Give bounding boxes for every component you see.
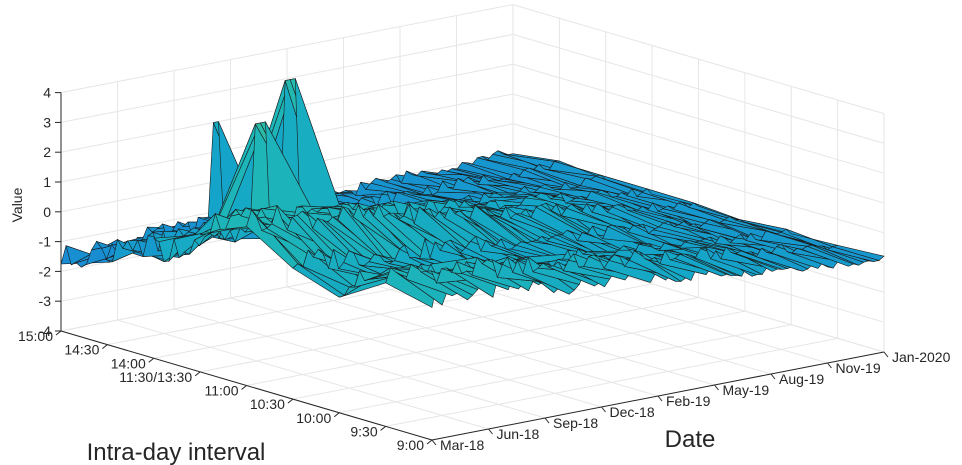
interval-tick-label: 11:00 [205, 383, 239, 399]
date-axis-title: Date [665, 426, 716, 453]
z-tick-label: 3 [43, 114, 51, 130]
interval-tick-mark [102, 344, 108, 350]
date-tick-label: Sep-18 [553, 415, 598, 431]
interval-tick-label: 9:30 [350, 423, 377, 439]
date-tick-label: Jan-2020 [892, 349, 951, 365]
date-axis-ticks: Mar-18 Jun-18 Sep-18 Dec-18 Feb-19 May-19 Aug-… [431, 349, 951, 453]
interval-tick-mark [148, 357, 155, 363]
interval-tick-label: 9:00 [397, 437, 424, 453]
date-tick-label: May-19 [723, 382, 770, 398]
interval-tick-mark [380, 425, 386, 431]
interval-tick-mark [194, 371, 201, 377]
z-tick-label: 2 [43, 144, 51, 160]
z-tick-label: 0 [43, 204, 51, 220]
z-axis-ticks: -4 -3 -2 -1 0 1 2 3 4 [39, 85, 61, 339]
interval-axis-title: Intra-day interval [87, 439, 266, 465]
date-tick-mark [544, 417, 550, 424]
interval-tick-label: 10:00 [296, 410, 331, 426]
date-tick-mark [770, 373, 776, 380]
date-tick-mark [657, 395, 663, 402]
date-tick-label: Dec-18 [610, 404, 655, 420]
date-tick-label: Feb-19 [666, 393, 711, 409]
grid-line [60, 4, 885, 115]
z-tick-label: -2 [39, 263, 52, 279]
z-tick-label: -3 [39, 293, 52, 309]
interval-tick-label: 10:30 [250, 396, 285, 412]
z-tick-label: -4 [39, 323, 52, 339]
date-tick-label: Nov-19 [836, 360, 881, 376]
date-tick-mark [883, 351, 889, 358]
grid-line [60, 33, 885, 144]
z-tick-label: -1 [39, 234, 52, 250]
surface-facet [831, 245, 885, 261]
interval-tick-mark [241, 385, 247, 390]
interval-tick-label: 11:30/13:30 [119, 369, 192, 385]
grid-line [60, 63, 885, 174]
date-tick-mark [601, 406, 606, 413]
date-tick-mark [714, 384, 719, 391]
interval-tick-label: 14:30 [64, 342, 99, 358]
interval-tick-label: 15:00 [18, 328, 53, 344]
date-tick-label: Mar-18 [440, 437, 485, 453]
z-axis-title: Value [9, 187, 25, 222]
date-tick-mark [488, 428, 493, 435]
interval-tick-label: 14:00 [111, 355, 146, 371]
interval-tick-mark [55, 330, 62, 336]
interval-tick-mark [287, 398, 294, 404]
interval-tick-mark [426, 439, 433, 445]
surface-mesh [60, 78, 885, 308]
date-tick-label: Aug-19 [779, 371, 824, 387]
date-tick-mark [827, 362, 832, 369]
date-tick-label: Jun-18 [497, 426, 540, 442]
z-tick-label: 4 [43, 85, 51, 101]
z-tick-label: 1 [43, 174, 51, 190]
interval-tick-mark [333, 412, 340, 418]
date-tick-mark [431, 439, 437, 446]
